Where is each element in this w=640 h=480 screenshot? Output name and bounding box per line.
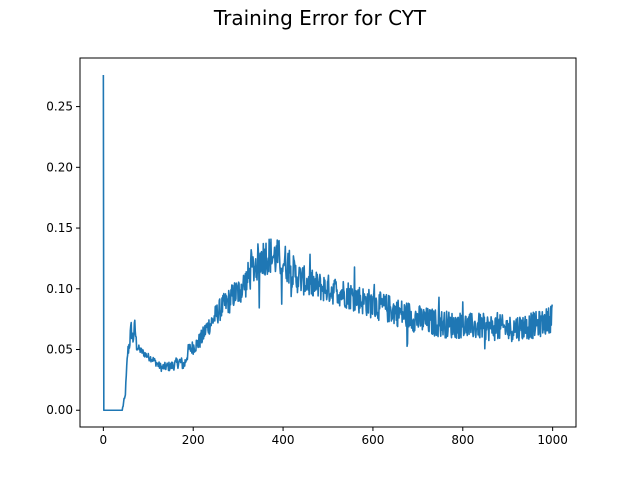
x-tick-label: 600 (361, 433, 384, 447)
y-tick-label: 0.25 (46, 100, 73, 114)
x-tick-label: 200 (182, 433, 205, 447)
x-tick-label: 1000 (537, 433, 568, 447)
x-tick-label: 400 (272, 433, 295, 447)
plot-frame (79, 57, 577, 428)
y-tick-label: 0.20 (46, 160, 73, 174)
series-line (102, 74, 553, 412)
x-tick-label: 0 (100, 433, 108, 447)
y-tick-label: 0.00 (46, 403, 73, 417)
chart-title: Training Error for CYT (213, 6, 427, 30)
y-tick-label: 0.10 (46, 282, 73, 296)
y-tick-label: 0.15 (46, 221, 73, 235)
y-tick-label: 0.05 (46, 343, 73, 357)
x-tick-label: 800 (451, 433, 474, 447)
